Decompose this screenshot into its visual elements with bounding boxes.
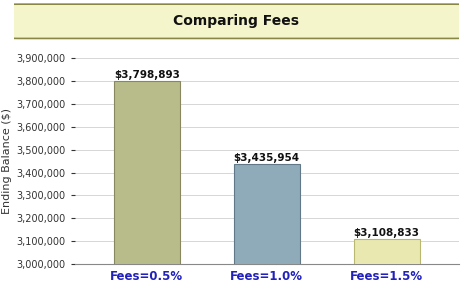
Bar [114, 81, 180, 307]
Text: $3,108,833: $3,108,833 [354, 228, 420, 238]
Bar [234, 164, 300, 307]
Y-axis label: Ending Balance ($): Ending Balance ($) [2, 108, 13, 214]
Bar [354, 239, 420, 307]
FancyBboxPatch shape [1, 4, 468, 38]
Text: $3,798,893: $3,798,893 [114, 70, 180, 80]
Text: $3,435,954: $3,435,954 [234, 153, 300, 163]
Text: Comparing Fees: Comparing Fees [173, 14, 300, 28]
